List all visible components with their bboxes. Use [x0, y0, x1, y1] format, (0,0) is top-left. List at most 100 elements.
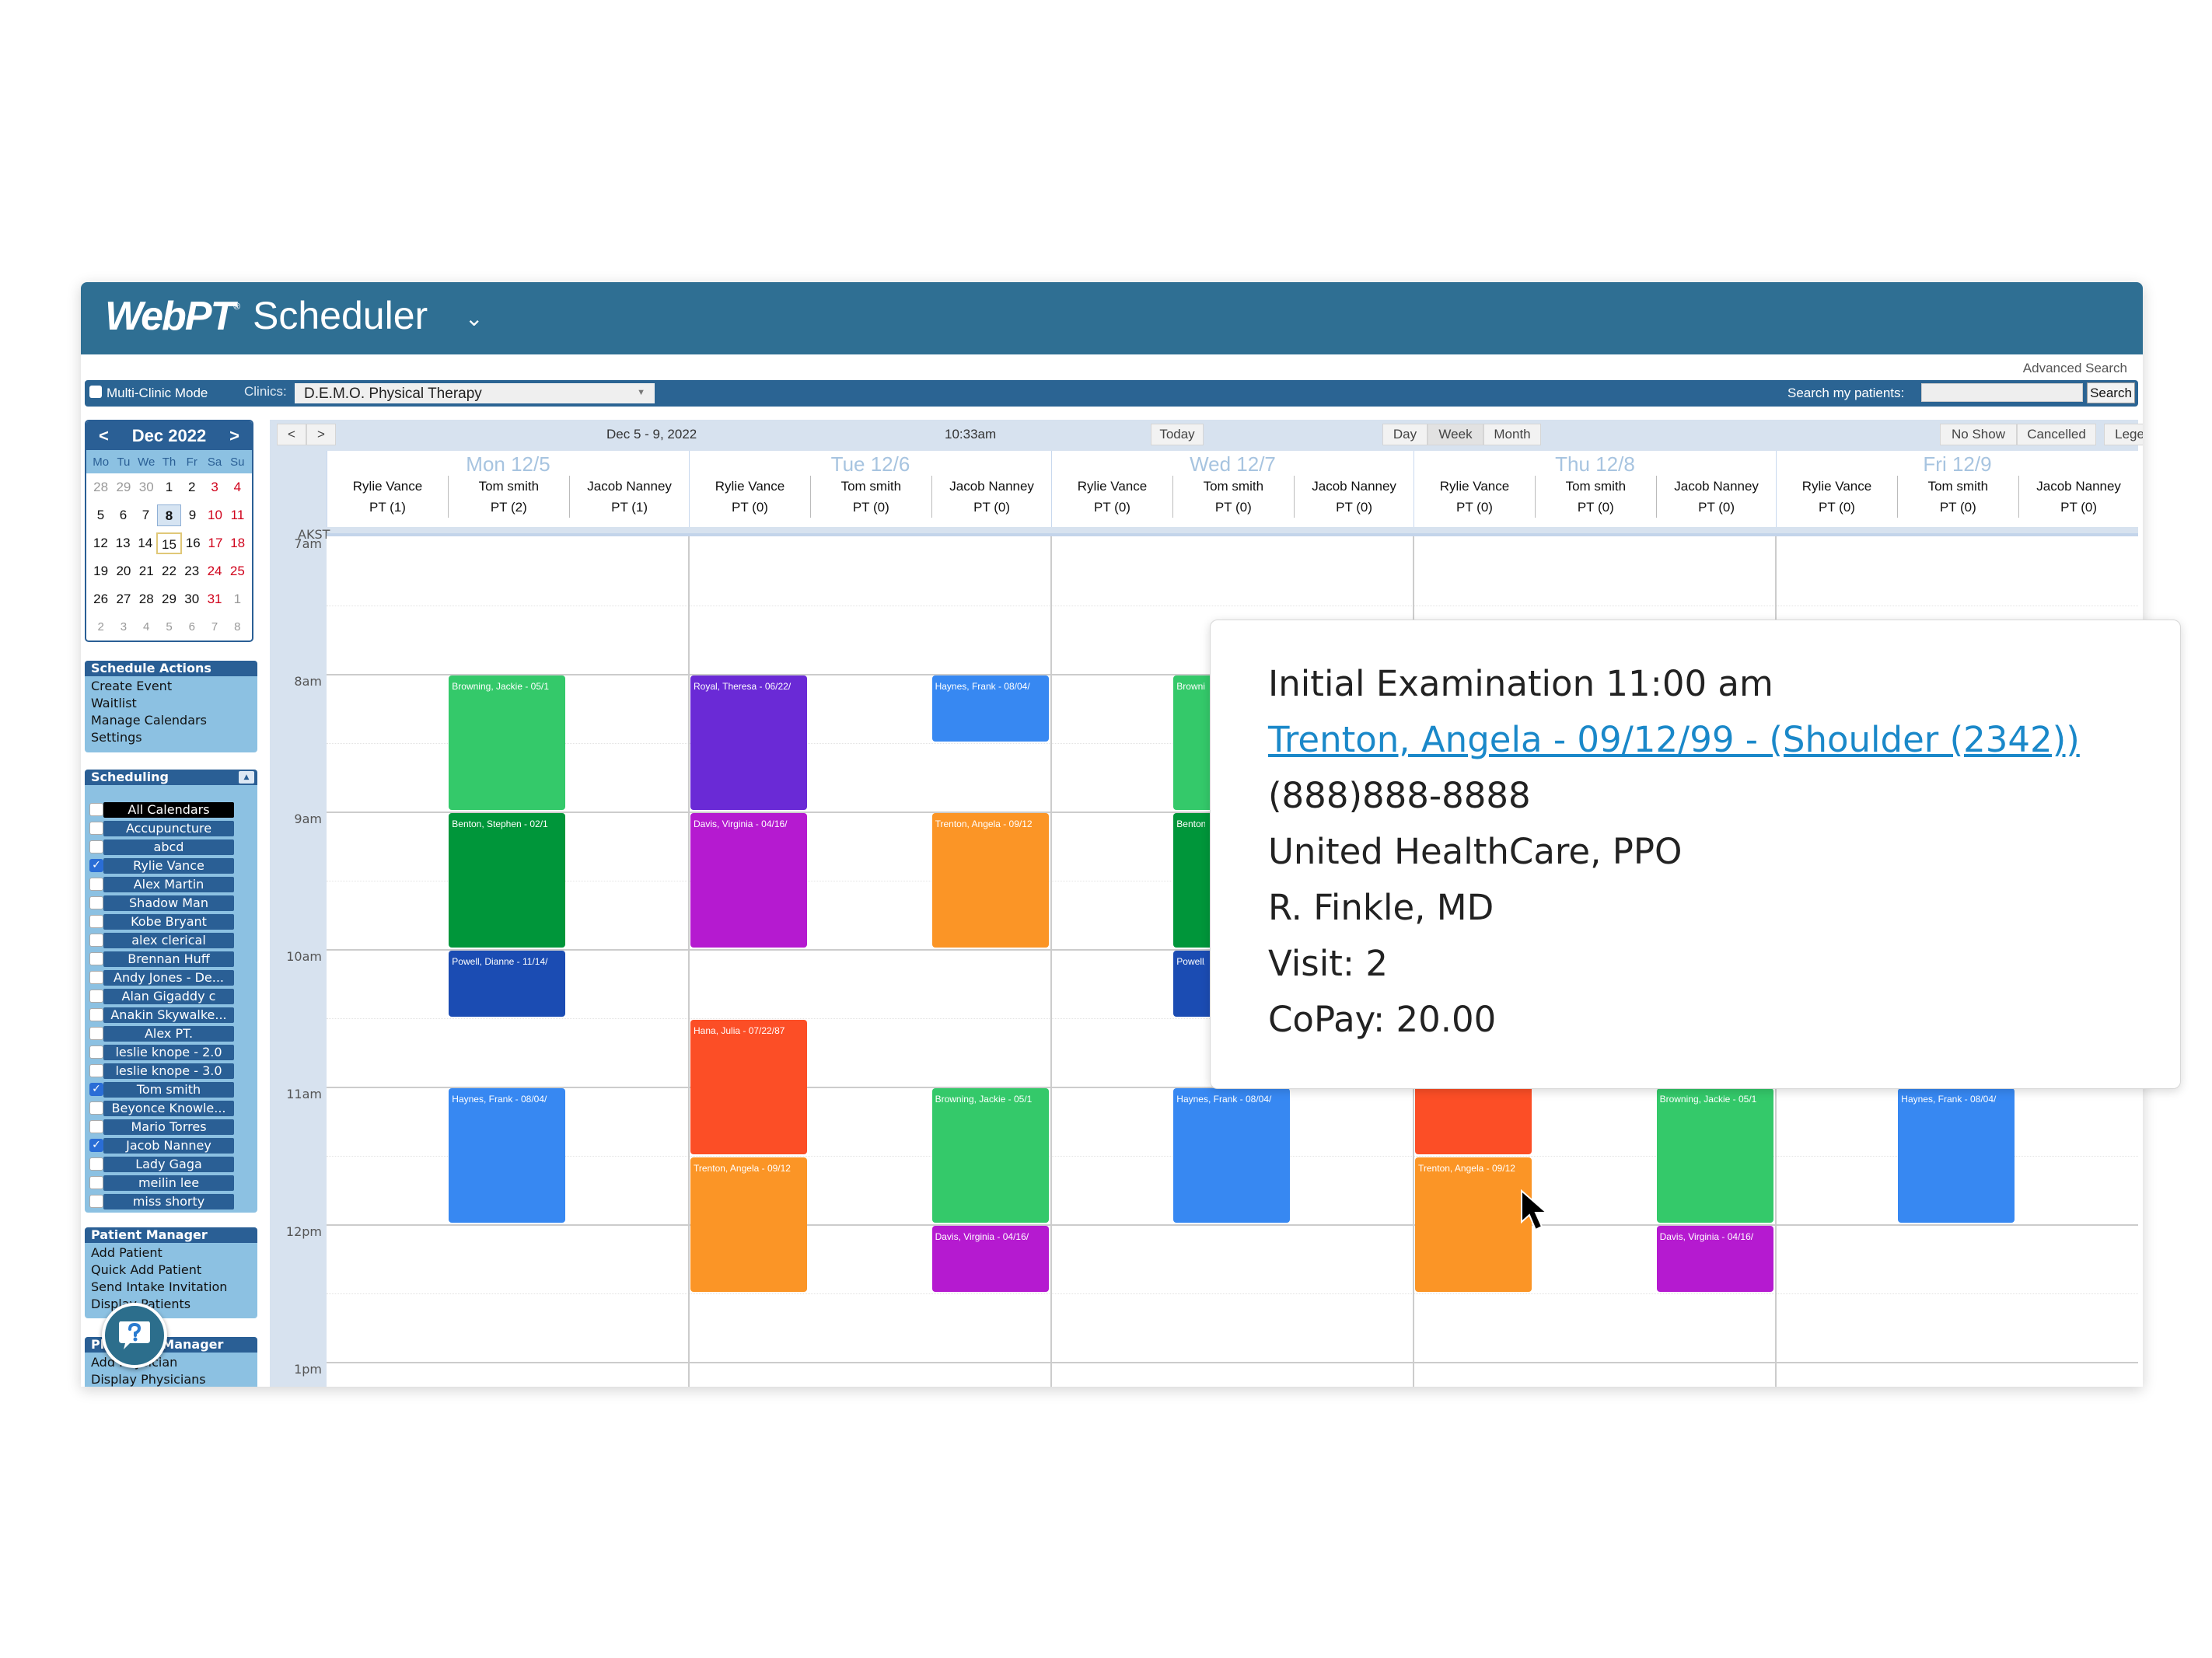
- day-label[interactable]: Tue 12/6: [830, 452, 910, 476]
- calendar-label[interactable]: Tom smith: [103, 1082, 234, 1098]
- calendar-checkbox[interactable]: [89, 1120, 103, 1133]
- appointment[interactable]: Browning, Jackie - 05/1: [931, 1088, 1049, 1223]
- calendar-toggle[interactable]: Kobe Bryant: [85, 913, 236, 931]
- day-cell[interactable]: 11: [230, 508, 245, 522]
- day-cell[interactable]: 8: [157, 504, 181, 526]
- day-cell[interactable]: 13: [115, 536, 131, 550]
- calendar-checkbox[interactable]: [89, 803, 103, 816]
- day-cell[interactable]: 28: [93, 480, 109, 494]
- clinic-select[interactable]: D.E.M.O. Physical Therapy ▼: [295, 383, 655, 403]
- calendar-label[interactable]: Anakin Skywalke...: [103, 1007, 234, 1023]
- search-patients-input[interactable]: [1921, 383, 2083, 402]
- search-button[interactable]: Search: [2087, 382, 2135, 403]
- appointment[interactable]: Royal, Theresa - 06/22/: [690, 675, 807, 810]
- chevron-down-icon[interactable]: ⌄: [465, 305, 484, 331]
- day-cell[interactable]: 2: [188, 480, 196, 494]
- day-label[interactable]: Mon 12/5: [466, 452, 550, 476]
- calendar-checkbox[interactable]: [89, 1157, 103, 1171]
- calendar-checkbox[interactable]: [89, 822, 103, 835]
- day-cell[interactable]: 3: [120, 620, 128, 634]
- calendar-checkbox[interactable]: [89, 934, 103, 947]
- sidebar-link[interactable]: Send Intake Invitation: [91, 1279, 228, 1294]
- calendar-label[interactable]: Kobe Bryant: [103, 914, 234, 930]
- calendar-label[interactable]: Shadow Man: [103, 895, 234, 911]
- appointment[interactable]: Haynes, Frank - 08/04/: [1173, 1088, 1291, 1223]
- calendar-toggle[interactable]: Shadow Man: [85, 894, 236, 913]
- appointment[interactable]: Powell, Dianne - 11/14/: [449, 951, 566, 1017]
- day-cell[interactable]: 18: [230, 536, 246, 550]
- day-cell[interactable]: 6: [188, 620, 195, 634]
- next-month-button[interactable]: >: [229, 426, 239, 445]
- appointment[interactable]: Trenton, Angela - 09/12: [1415, 1157, 1532, 1292]
- day-cell[interactable]: 7: [211, 620, 218, 634]
- sidebar-link[interactable]: Display Patients: [91, 1297, 191, 1311]
- day-cell[interactable]: 8: [234, 620, 241, 634]
- appointment[interactable]: Haynes, Frank - 08/04/: [931, 675, 1049, 742]
- day-cell[interactable]: 21: [138, 564, 154, 578]
- calendar-label[interactable]: Rylie Vance: [103, 858, 234, 874]
- day-label[interactable]: Wed 12/7: [1190, 452, 1276, 476]
- calendar-label[interactable]: Brennan Huff: [103, 951, 234, 967]
- day-cell[interactable]: 3: [211, 480, 218, 494]
- appointment[interactable]: Haynes, Frank - 08/04/: [1898, 1088, 2015, 1223]
- calendar-label[interactable]: leslie knope - 2.0: [103, 1045, 234, 1060]
- calendar-checkbox[interactable]: [89, 896, 103, 909]
- calendar-checkbox[interactable]: [89, 1008, 103, 1021]
- calendar-toggle[interactable]: All Calendars: [85, 801, 236, 819]
- help-chat-button[interactable]: [102, 1303, 167, 1368]
- calendar-checkbox[interactable]: [89, 915, 103, 928]
- calendar-toggle[interactable]: Lady Gaga: [85, 1155, 236, 1174]
- calendar-label[interactable]: alex clerical: [103, 933, 234, 948]
- calendar-label[interactable]: Alan Gigaddy c: [103, 989, 234, 1004]
- day-cell[interactable]: 4: [233, 480, 242, 494]
- app-title[interactable]: Scheduler: [253, 294, 428, 337]
- calendar-toggle[interactable]: Mario Torres: [85, 1118, 236, 1136]
- calendar-label[interactable]: abcd: [103, 839, 234, 855]
- view-day-button[interactable]: Day: [1382, 424, 1427, 445]
- day-cell[interactable]: 1: [165, 480, 173, 494]
- today-button[interactable]: Today: [1151, 424, 1204, 445]
- calendar-label[interactable]: miss shorty: [103, 1194, 234, 1209]
- calendar-label[interactable]: All Calendars: [103, 802, 234, 818]
- calendar-toggle[interactable]: leslie knope - 3.0: [85, 1062, 236, 1080]
- calendar-toggle[interactable]: Alex PT.: [85, 1024, 236, 1043]
- advanced-search-link[interactable]: Advanced Search: [2022, 361, 2127, 375]
- calendar-toggle[interactable]: alex clerical: [85, 931, 236, 950]
- no-show-filter[interactable]: No Show: [1940, 424, 2017, 445]
- day-cell[interactable]: 14: [138, 536, 153, 550]
- day-cell[interactable]: 7: [142, 508, 150, 522]
- calendar-label[interactable]: Mario Torres: [103, 1119, 234, 1135]
- calendar-toggle[interactable]: meilin lee: [85, 1174, 236, 1192]
- calendar-label[interactable]: Jacob Nanney: [103, 1138, 234, 1154]
- day-cell[interactable]: 30: [184, 592, 200, 606]
- day-cell[interactable]: 4: [143, 620, 150, 634]
- appointment[interactable]: Browning, Jackie - 05/1: [1656, 1088, 1773, 1223]
- day-cell[interactable]: 19: [93, 564, 109, 578]
- day-cell[interactable]: 20: [116, 564, 131, 578]
- day-cell[interactable]: 30: [138, 480, 154, 494]
- calendar-toggle[interactable]: ✓ Rylie Vance: [85, 857, 236, 875]
- calendar-checkbox[interactable]: [89, 1195, 103, 1208]
- day-cell[interactable]: 17: [208, 536, 223, 550]
- calendar-checkbox[interactable]: [89, 1064, 103, 1077]
- view-month-button[interactable]: Month: [1483, 424, 1541, 445]
- day-cell[interactable]: 10: [208, 508, 222, 522]
- calendar-checkbox[interactable]: [89, 1045, 103, 1059]
- sidebar-link[interactable]: Waitlist: [91, 696, 137, 710]
- appointment[interactable]: Browning, Jackie - 05/1: [449, 675, 566, 810]
- day-cell[interactable]: 26: [93, 592, 109, 606]
- calendar-checkbox[interactable]: [89, 1027, 103, 1040]
- appointment[interactable]: Davis, Virginia - 04/16/: [1656, 1226, 1773, 1292]
- patient-link[interactable]: Trenton, Angela - 09/12/99 - (Shoulder (…: [1268, 719, 2080, 760]
- calendar-toggle[interactable]: leslie knope - 2.0: [85, 1043, 236, 1062]
- calendar-toggle[interactable]: Beyonce Knowle...: [85, 1099, 236, 1118]
- day-cell[interactable]: 22: [162, 564, 176, 578]
- appointment[interactable]: Haynes, Frank - 08/04/: [449, 1088, 566, 1223]
- day-cell[interactable]: 1: [233, 592, 242, 606]
- calendar-checkbox[interactable]: [89, 952, 103, 965]
- prev-month-button[interactable]: <: [99, 426, 109, 445]
- day-cell[interactable]: 15: [156, 532, 182, 554]
- calendar-label[interactable]: Accupuncture: [103, 821, 234, 836]
- day-cell[interactable]: 29: [116, 480, 131, 494]
- appointment[interactable]: Benton, Stephen - 02/1: [449, 813, 566, 948]
